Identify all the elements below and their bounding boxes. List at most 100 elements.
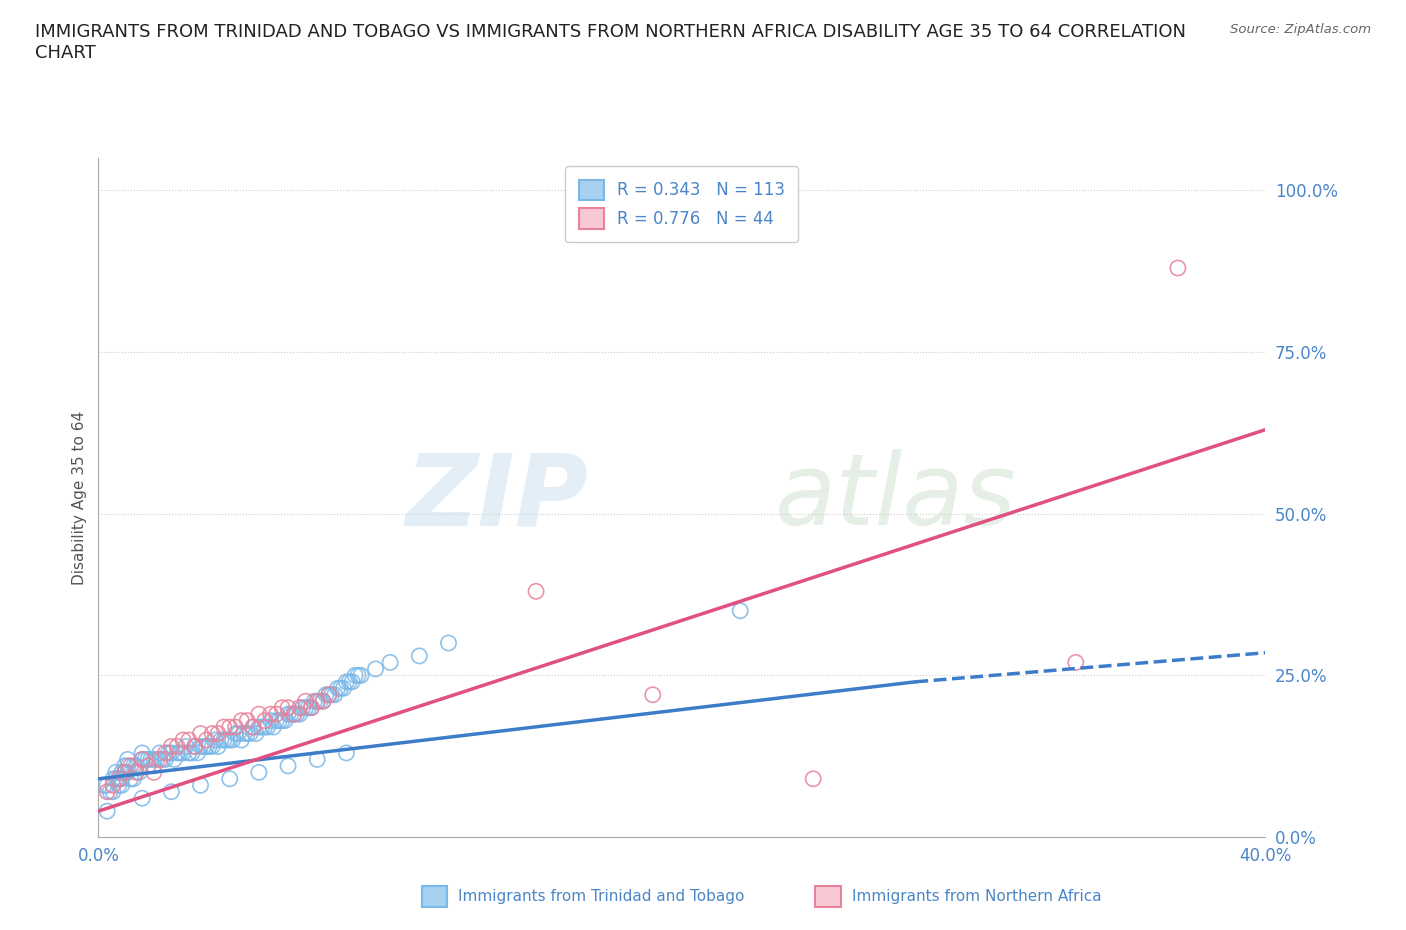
Point [228,726,250,741]
Point [111,764,134,779]
Point [329,681,352,696]
Point [142,752,165,767]
Point [180,746,202,761]
Point [1064,655,1087,670]
Point [524,584,547,599]
Point [335,674,357,689]
Point [120,759,142,774]
Point [344,668,367,683]
Point [1167,260,1189,275]
Point [131,752,153,767]
Point [204,733,226,748]
Point [277,759,299,774]
Point [195,733,218,748]
Point [134,752,156,767]
Point [218,733,240,748]
Point [239,726,262,741]
Point [342,674,364,689]
Point [142,764,165,779]
Point [131,752,153,767]
Point [155,752,177,767]
Point [730,604,752,618]
Point [304,694,326,709]
Point [177,733,200,748]
Point [236,726,259,741]
Point [157,746,180,761]
Point [96,784,118,799]
Point [364,661,387,676]
Point [190,777,212,792]
Point [350,668,373,683]
Point [231,733,253,748]
Point [96,804,118,818]
Point [271,700,294,715]
Point [288,707,311,722]
Point [408,648,430,663]
Point [190,739,212,754]
Point [122,771,145,786]
Point [318,687,340,702]
Point [111,771,134,786]
Point [160,746,183,761]
Point [307,694,329,709]
Text: Immigrants from Trinidad and Tobago: Immigrants from Trinidad and Tobago [458,889,745,904]
Point [128,764,150,779]
Point [335,746,357,761]
Point [166,739,188,754]
Text: ZIP: ZIP [405,449,589,546]
Point [247,720,270,735]
Point [101,771,124,786]
Point [225,726,247,741]
Point [641,687,664,702]
Point [231,713,253,728]
Point [218,720,240,735]
Point [104,764,127,779]
Point [212,733,235,748]
Point [131,790,153,805]
Point [155,746,177,761]
Point [177,746,200,761]
Point [117,752,139,767]
Point [108,777,131,792]
Point [114,764,136,779]
Point [332,681,354,696]
Point [294,694,316,709]
Point [266,713,288,728]
Point [108,771,131,786]
Point [120,771,142,786]
Point [146,752,169,767]
Point [160,784,183,799]
Point [101,784,124,799]
Point [136,752,159,767]
Point [117,764,139,779]
Point [166,746,188,761]
Point [312,694,335,709]
Y-axis label: Disability Age 35 to 64: Disability Age 35 to 64 [72,410,87,585]
Point [233,726,256,741]
Point [321,687,343,702]
Point [315,687,337,702]
Point [114,759,136,774]
Point [201,739,224,754]
Text: atlas: atlas [775,449,1017,546]
Point [96,777,118,792]
Point [207,739,229,754]
Point [218,771,240,786]
Point [93,777,115,792]
Point [312,694,335,709]
Point [139,752,162,767]
Point [172,746,194,761]
Point [198,739,221,754]
Point [271,713,294,728]
Point [236,713,259,728]
Text: Immigrants from Northern Africa: Immigrants from Northern Africa [852,889,1102,904]
Point [801,771,824,786]
Point [195,739,218,754]
Point [274,713,297,728]
Point [280,707,302,722]
Point [256,720,278,735]
Point [250,720,273,735]
Point [242,720,264,735]
Point [294,700,316,715]
Point [163,752,186,767]
